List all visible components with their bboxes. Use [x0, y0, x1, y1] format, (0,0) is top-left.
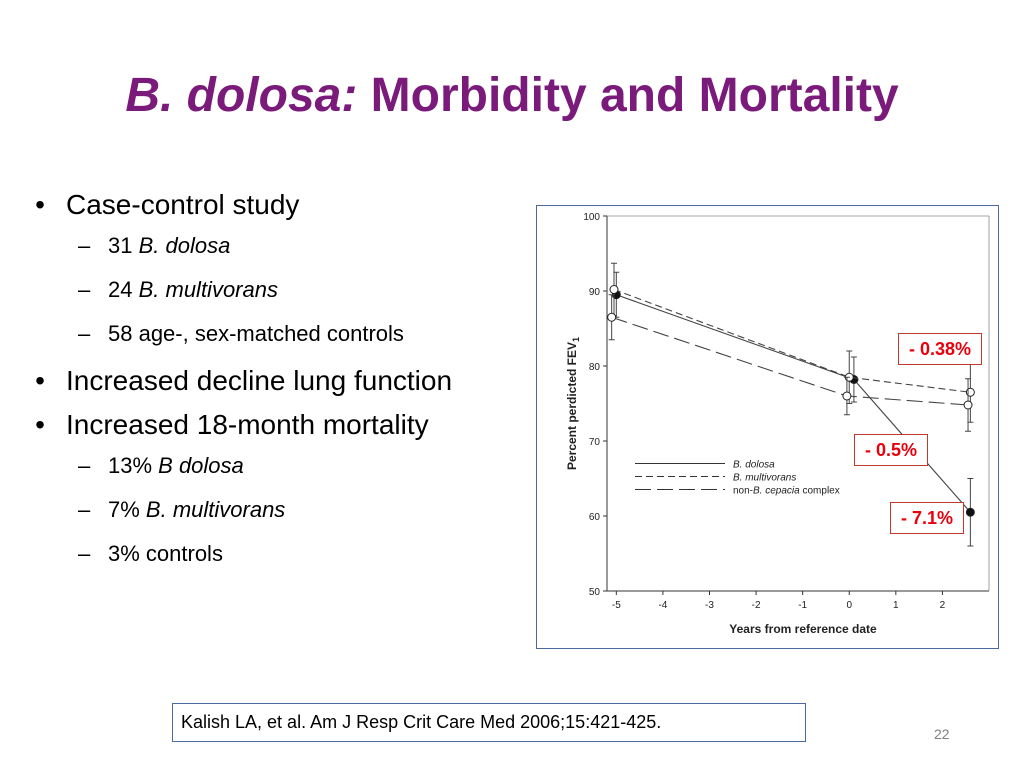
sub-bullet-text: 31: [108, 233, 139, 258]
x-axis-label: Years from reference date: [729, 622, 877, 636]
dash-icon: –: [78, 277, 91, 302]
legend-label-italic: B. cepacia: [753, 486, 800, 497]
y-tick-label: 60: [589, 512, 601, 523]
sub-bullet-text: 3% controls: [108, 541, 223, 566]
bullet-item: • Increased 18-month mortality: [30, 408, 530, 442]
legend-label: B. multivorans: [733, 473, 796, 484]
sub-bullet-text: 24: [108, 277, 139, 302]
y-axis-label: Percent perdicted FEV1: [565, 337, 581, 470]
legend-label-prefix: non-: [733, 486, 753, 497]
slide-title-main: Morbidity and Mortality: [357, 69, 899, 122]
dash-icon: –: [78, 453, 91, 478]
x-tick-label: -2: [752, 600, 761, 611]
y-tick-label: 80: [589, 362, 601, 373]
data-point: [963, 400, 973, 410]
legend-label: B. dolosa: [733, 460, 775, 471]
bullet-item: • Increased decline lung function: [30, 364, 530, 398]
sub-bullet-item: –3% controls: [30, 540, 530, 568]
y-tick-label: 50: [589, 587, 601, 598]
sub-bullet-italic: B. dolosa: [138, 233, 231, 258]
bullet-dot-icon: •: [35, 409, 45, 440]
y-tick-label: 90: [589, 287, 601, 298]
legend-label-suffix: complex: [800, 486, 840, 497]
x-tick-label: -5: [612, 600, 621, 611]
x-tick-label: -3: [705, 600, 714, 611]
slide-title-italic: B. dolosa:: [125, 69, 358, 122]
fev1-line-chart: 50 60 70 80 90 100 -5 -4 -3 -2 -1 0 1 2 Years from ref…: [565, 212, 990, 636]
y-tick-label: 70: [589, 437, 601, 448]
page-number: 22: [934, 726, 950, 742]
x-tick-label: -4: [658, 600, 667, 611]
callout-dolosa-slope: - 0.5%: [854, 434, 929, 466]
slide-title: B. dolosa: Morbidity and Mortality: [0, 66, 1024, 126]
legend-label: non-B. cepacia complex: [733, 486, 840, 497]
legend-label-italic: B. dolosa: [733, 460, 775, 471]
sub-bullet-italic: B dolosa: [158, 453, 244, 478]
legend-label-italic: B. multivorans: [733, 473, 796, 484]
dash-icon: –: [78, 541, 91, 566]
sub-bullet-item: –24 B. multivorans: [30, 276, 530, 304]
sub-bullet-text: 7%: [108, 497, 146, 522]
sub-bullet-text: 13%: [108, 453, 159, 478]
dash-icon: –: [78, 497, 91, 522]
y-axis-label-subscript: 1: [571, 337, 581, 342]
sub-bullet-text: 58 age-, sex-matched controls: [108, 321, 404, 346]
sub-bullet-item: –7% B. multivorans: [30, 496, 530, 524]
series-line-1: [613, 288, 971, 393]
x-tick-label: -1: [798, 600, 807, 611]
bullet-list: • Case-control study –31 B. dolosa –24 B…: [30, 188, 530, 584]
x-tick-label: 0: [846, 600, 852, 611]
dash-icon: –: [78, 233, 91, 258]
chart-frame: 50 60 70 80 90 100 -5 -4 -3 -2 -1 0 1 2 Years from ref…: [536, 205, 999, 649]
sub-bullet-italic: B. multivorans: [145, 497, 286, 522]
sub-bullet-italic: B. multivorans: [138, 277, 278, 302]
x-tick-label: 1: [893, 600, 899, 611]
x-tick-label: 2: [940, 600, 946, 611]
sub-bullet-item: –31 B. dolosa: [30, 232, 530, 260]
bullet-item: • Case-control study: [30, 188, 530, 222]
data-point: [842, 391, 852, 401]
sub-bullet-item: –58 age-, sex-matched controls: [30, 320, 530, 348]
bullet-text: Case-control study: [66, 189, 300, 220]
data-point: [965, 507, 975, 517]
sub-bullet-item: –13% B dolosa: [30, 452, 530, 480]
callout-multivorans-slope: - 0.38%: [898, 333, 983, 365]
data-point: [609, 285, 619, 294]
bullet-text: Increased decline lung function: [66, 365, 453, 396]
bullet-text: Increased 18-month mortality: [66, 409, 429, 440]
callout-dolosa-late-slope: - 7.1%: [890, 502, 965, 534]
y-tick-label: 100: [583, 212, 600, 223]
reference-citation: Kalish LA, et al. Am J Resp Crit Care Me…: [172, 703, 806, 742]
dash-icon: –: [78, 321, 91, 346]
bullet-dot-icon: •: [35, 189, 45, 220]
bullet-dot-icon: •: [35, 365, 45, 396]
data-point: [607, 312, 617, 322]
